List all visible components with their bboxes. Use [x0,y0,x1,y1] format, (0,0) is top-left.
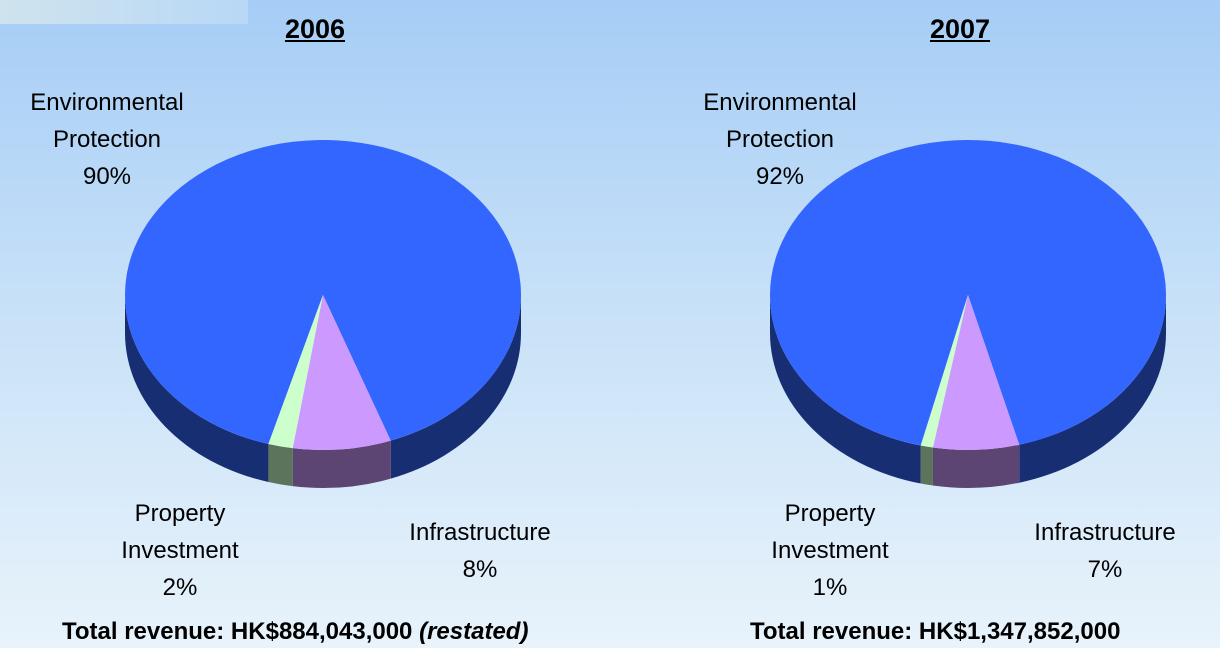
slice [268,295,323,449]
category-name: Infrastructure [409,519,551,546]
slice-label: Infrastructure 8% [370,514,590,588]
category-name: Property Investment [121,500,239,564]
slice-side [268,443,293,487]
slice [124,140,521,444]
slice-side [770,295,921,484]
slice-label: Property Investment 1% [745,495,915,606]
chart-title: 2006 [284,14,346,44]
value-label: 90% [82,163,132,190]
value-label: 92% [755,163,805,190]
category-name: Environmental Protection [703,89,857,153]
footer-text: Total revenue: HK$884,043,000 [62,618,413,645]
slice-side [390,295,521,479]
slice-label: Property Investment 2% [95,495,265,606]
footer: Total revenue: HK$1,347,852,000 [750,618,1120,646]
category-name: Property Investment [771,500,889,564]
value-label: 1% [812,574,848,601]
slice [932,295,1020,450]
category-name: Environmental Protection [30,89,184,153]
slice-side [1019,295,1166,483]
chart-title: 2007 [929,14,991,44]
slice [292,295,391,450]
value-label: 7% [1087,556,1123,583]
slice-label: Environmental Protection 92% [670,84,890,195]
slice-side [932,444,1020,489]
value-label: 2% [162,574,198,601]
footer-note: (restated) [419,618,529,645]
category-name: Infrastructure [1034,519,1176,546]
slice [920,295,968,448]
slice-label: Environmental Protection 90% [0,84,217,195]
slice-label: Infrastructure 7% [995,514,1215,588]
value-label: 8% [462,556,498,583]
slice-side [125,295,269,482]
footer-text: Total revenue: HK$1,347,852,000 [750,618,1121,645]
slice [769,139,1166,446]
footer: Total revenue: HK$884,043,000 (restated) [62,618,528,646]
decoration [0,0,248,24]
slice-side [292,440,391,488]
slice-side [920,445,933,486]
